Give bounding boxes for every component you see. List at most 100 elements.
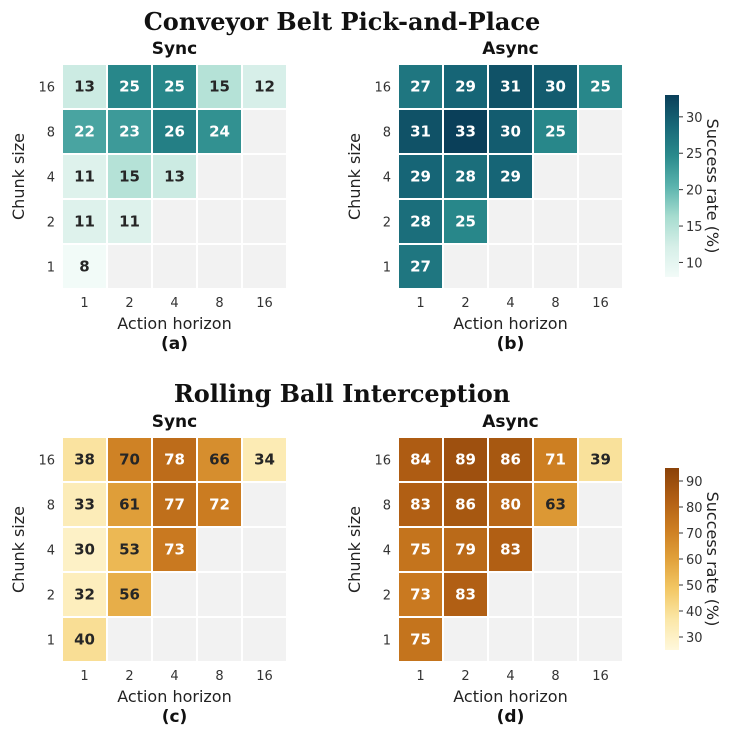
heatmap-cell <box>196 243 243 290</box>
x-tick-label: 8 <box>215 296 223 311</box>
y-tick-label: 2 <box>383 216 391 231</box>
x-tick-label: 1 <box>80 296 88 311</box>
heatmap-cell <box>487 571 534 618</box>
cell-value-label: 61 <box>119 496 140 514</box>
cell-value-label: 53 <box>119 541 140 559</box>
heatmap-cell <box>577 243 624 290</box>
heatmap-cell <box>532 526 579 573</box>
cell-value-label: 22 <box>74 123 95 141</box>
colorbar-tick-label: 20 <box>686 184 703 199</box>
heatmap-cell <box>151 108 198 155</box>
cell-value-label: 31 <box>410 123 431 141</box>
heatmap-cell <box>577 481 624 528</box>
x-axis-label: Action horizon <box>453 687 567 706</box>
cell-value-label: 13 <box>164 168 185 186</box>
x-tick-label: 4 <box>506 296 514 311</box>
cell-value-label: 25 <box>164 78 185 96</box>
y-tick-label: 16 <box>374 454 391 469</box>
y-tick-label: 8 <box>383 499 391 514</box>
heatmap-cell <box>61 436 108 483</box>
panel-sublabel: (b) <box>497 334 525 354</box>
cell-value-label: 79 <box>455 541 476 559</box>
cell-value-label: 84 <box>410 451 431 469</box>
group-title-conveyor: Conveyor Belt Pick-and-Place <box>144 7 541 36</box>
heatmap-cell <box>532 243 579 290</box>
heatmap-cell <box>397 616 444 663</box>
heatmap-cell <box>442 616 489 663</box>
panel-title: Sync <box>152 412 198 432</box>
y-tick-label: 8 <box>47 499 55 514</box>
x-axis-label: Action horizon <box>453 314 567 333</box>
cell-value-label: 86 <box>500 451 521 469</box>
cell-value-label: 83 <box>500 541 521 559</box>
cell-value-label: 25 <box>455 213 476 231</box>
heatmap-cell <box>241 436 288 483</box>
panel-title: Async <box>482 412 539 432</box>
cell-value-label: 70 <box>119 451 140 469</box>
panel-sublabel: (d) <box>497 707 525 727</box>
y-tick-label: 1 <box>383 634 391 649</box>
heatmap-cell <box>151 63 198 110</box>
cell-value-label: 73 <box>410 586 431 604</box>
heatmap-cell <box>241 571 288 618</box>
cell-value-label: 72 <box>209 496 230 514</box>
colorbar-tick-label: 70 <box>686 527 703 542</box>
colorbar-gradient <box>665 468 679 650</box>
colorbar-tick-label: 50 <box>686 579 703 594</box>
cell-value-label: 71 <box>545 451 566 469</box>
y-axis-label: Chunk size <box>9 133 28 220</box>
cell-value-label: 12 <box>254 78 275 96</box>
cell-value-label: 34 <box>254 451 275 469</box>
heatmap-cell <box>151 153 198 200</box>
cell-value-label: 28 <box>410 213 431 231</box>
heatmap-cell <box>487 198 534 245</box>
cell-value-label: 11 <box>74 213 95 231</box>
heatmap-cell <box>577 153 624 200</box>
cell-value-label: 75 <box>410 541 431 559</box>
y-axis-label: Chunk size <box>9 506 28 593</box>
heatmap-cell <box>151 481 198 528</box>
heatmap-cell <box>241 526 288 573</box>
heatmap-cell <box>241 153 288 200</box>
colorbar-tick-label: 30 <box>686 111 703 126</box>
cell-value-label: 29 <box>410 168 431 186</box>
x-tick-label: 16 <box>256 296 273 311</box>
heatmap-cell <box>106 526 153 573</box>
cell-value-label: 86 <box>455 496 476 514</box>
x-tick-label: 1 <box>416 669 424 684</box>
heatmap-cell <box>532 198 579 245</box>
cell-value-label: 11 <box>119 213 140 231</box>
heatmap-cell <box>532 616 579 663</box>
panel-title: Sync <box>152 39 198 59</box>
colorbar-gradient <box>665 95 679 277</box>
cell-value-label: 56 <box>119 586 140 604</box>
heatmap-cell <box>196 526 243 573</box>
panel-sublabel: (c) <box>162 707 188 727</box>
cell-value-label: 33 <box>74 496 95 514</box>
heatmap-cell <box>397 108 444 155</box>
y-tick-label: 2 <box>383 589 391 604</box>
panel-title: Async <box>482 39 539 59</box>
y-tick-label: 2 <box>47 216 55 231</box>
cell-value-label: 38 <box>74 451 95 469</box>
x-tick-label: 16 <box>256 669 273 684</box>
y-tick-label: 16 <box>38 454 55 469</box>
y-axis-label: Chunk size <box>345 506 364 593</box>
heatmap-cell <box>151 436 198 483</box>
cell-value-label: 29 <box>500 168 521 186</box>
cell-value-label: 30 <box>545 78 566 96</box>
heatmap-panel-3: Sync 38 70 78 66 34 33 61 77 72 30 53 73 32 56 40 16 8 4 2 1… <box>9 412 288 727</box>
heatmap-cell <box>487 153 534 200</box>
heatmap-cell <box>442 243 489 290</box>
heatmap-cell <box>196 153 243 200</box>
cell-value-label: 30 <box>500 123 521 141</box>
cell-value-label: 29 <box>455 78 476 96</box>
cell-value-label: 77 <box>164 496 185 514</box>
x-tick-label: 16 <box>592 669 609 684</box>
y-tick-label: 1 <box>47 634 55 649</box>
heatmap-cell <box>61 243 108 290</box>
cell-value-label: 33 <box>455 123 476 141</box>
cell-value-label: 89 <box>455 451 476 469</box>
